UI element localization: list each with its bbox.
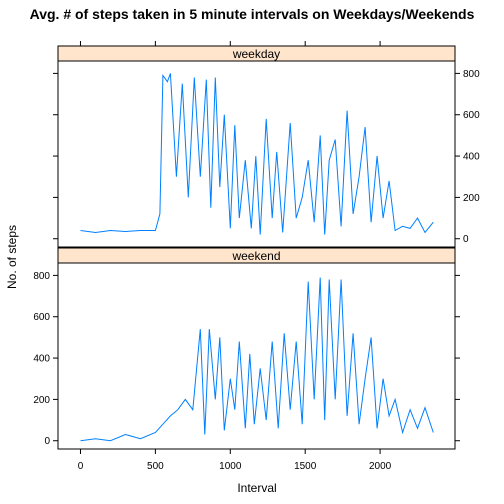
x-tick-label: 2000 [369,461,392,472]
x-tick-label: 1500 [294,461,317,472]
y-tick-label: 200 [463,193,480,204]
y-tick-label: 0 [463,234,469,245]
strip-label-weekday: weekday [232,47,280,61]
series-line-weekday [80,73,434,235]
y-tick-label: 0 [44,436,50,447]
x-axis-label: Interval [237,481,276,495]
y-tick-label: 600 [463,110,480,121]
y-tick-label: 200 [33,395,50,406]
panels-group: weekday 0 200 400 600 800 weekend 0 200 400 600 800… [33,41,480,472]
x-tick-label: 1000 [219,461,242,472]
panel-frame-weekend [57,262,456,450]
y-tick-label: 600 [33,312,50,323]
y-tick-label: 400 [33,354,50,365]
chart-title: Avg. # of steps taken in 5 minute interv… [30,6,475,22]
y-tick-label: 800 [463,69,480,80]
series-line-weekend [80,277,434,442]
strip-label-weekend: weekend [231,249,280,263]
y-tick-label: 400 [463,152,480,163]
x-tick-label: 500 [147,461,164,472]
panel-frame-weekday [57,60,456,248]
x-tick-label: 0 [78,461,84,472]
y-axis-label: No. of steps [5,225,19,289]
y-tick-label: 800 [33,271,50,282]
